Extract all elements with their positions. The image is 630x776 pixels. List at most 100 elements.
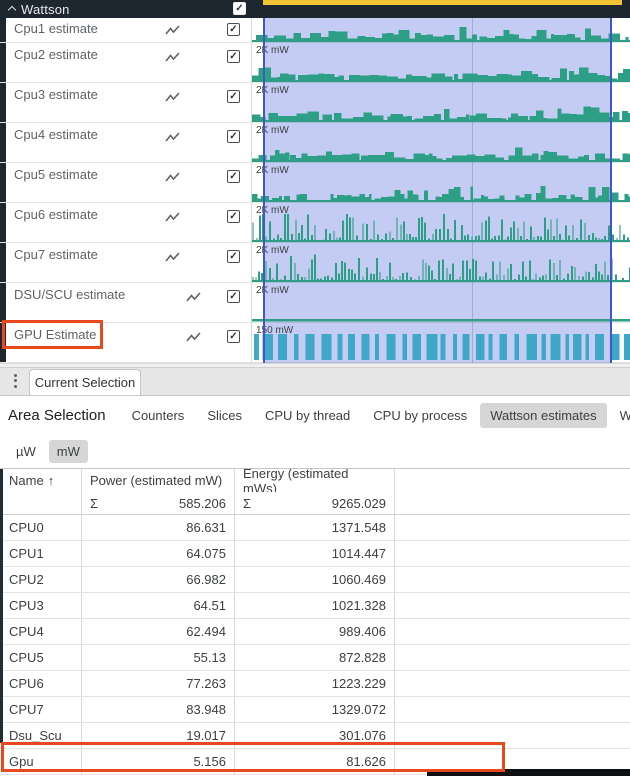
collapse-chevron-icon[interactable] <box>7 5 17 15</box>
track-checkbox[interactable]: ✓ <box>227 250 240 263</box>
area-selection-bar: Area Selection Counters Slices CPU by thre… <box>0 396 630 434</box>
selection-tab-slices[interactable]: Slices <box>207 407 242 423</box>
line-chart-icon[interactable] <box>165 91 181 103</box>
cell-name: CPU3 <box>0 593 82 618</box>
track-chart-area[interactable]: 2K mW <box>252 283 630 322</box>
line-chart-icon[interactable] <box>165 171 181 183</box>
group-checkbox[interactable]: ✓ <box>233 2 246 15</box>
cell-power: 83.948 <box>82 697 235 722</box>
counter-chart <box>252 26 630 42</box>
unit-chip-uw[interactable]: µW <box>16 443 36 459</box>
column-header-power[interactable]: Power (estimated mW) <box>82 469 235 492</box>
counter-scale-label: 150 mW <box>256 325 294 336</box>
selection-left-handle[interactable] <box>263 18 265 363</box>
track-chart-area[interactable]: 2K mW <box>252 83 630 122</box>
minimap-viewport-bar[interactable] <box>263 0 622 5</box>
track-row-cpu2-estimate[interactable]: Cpu2 estimate ✓ 2K mW <box>0 43 630 83</box>
track-sidebar-cell[interactable]: Cpu3 estimate ✓ <box>0 83 252 122</box>
track-name-label: Cpu3 estimate <box>14 87 98 102</box>
track-name-label: Cpu1 estimate <box>14 21 98 36</box>
cell-fill <box>395 619 630 644</box>
kebab-menu-icon[interactable] <box>14 373 17 389</box>
track-row-cpu3-estimate[interactable]: Cpu3 estimate ✓ 2K mW <box>0 83 630 123</box>
track-sidebar-cell[interactable]: Cpu7 estimate ✓ <box>0 243 252 282</box>
cell-energy: 301.076 <box>235 723 395 748</box>
track-sidebar-cell[interactable]: Cpu4 estimate ✓ <box>0 123 252 162</box>
column-header-name[interactable]: Name ↑ <box>0 469 82 492</box>
track-row-cpu7-estimate[interactable]: Cpu7 estimate ✓ 2K mW <box>0 243 630 283</box>
track-checkbox[interactable]: ✓ <box>227 330 240 343</box>
cell-energy: 1371.548 <box>235 515 395 540</box>
track-checkbox[interactable]: ✓ <box>227 23 240 36</box>
cell-energy: 1060.469 <box>235 567 395 592</box>
cell-power: 5.156 <box>82 749 235 774</box>
cell-power: 55.13 <box>82 645 235 670</box>
track-chart-area[interactable]: 2K mW <box>252 243 630 282</box>
track-chart-area[interactable]: 2K mW <box>252 43 630 82</box>
track-chart-area[interactable]: 2K mW <box>252 123 630 162</box>
counter-chart <box>254 334 630 360</box>
track-chart-area[interactable]: 2K mW <box>252 163 630 202</box>
sum-power-cell: Σ 585.206 <box>82 492 235 514</box>
line-chart-icon[interactable] <box>165 211 181 223</box>
cell-fill <box>395 645 630 670</box>
cell-fill <box>395 567 630 592</box>
line-chart-icon[interactable] <box>165 131 181 143</box>
cell-name: CPU1 <box>0 541 82 566</box>
track-chart-area[interactable]: 2K mW <box>252 203 630 242</box>
timeline-panel: Wattson ✓ Cpu1 estimate ✓ Cpu2 estimate ✓ 2K… <box>0 0 630 363</box>
counter-chart <box>252 147 630 162</box>
track-row-cpu1-estimate[interactable]: Cpu1 estimate ✓ <box>0 18 630 43</box>
track-row-cpu5-estimate[interactable]: Cpu5 estimate ✓ 2K mW <box>0 163 630 203</box>
cell-power: 86.631 <box>82 515 235 540</box>
track-sidebar-cell[interactable]: Cpu2 estimate ✓ <box>0 43 252 82</box>
line-chart-icon[interactable] <box>165 24 181 36</box>
track-checkbox[interactable]: ✓ <box>227 210 240 223</box>
cell-power: 64.075 <box>82 541 235 566</box>
track-checkbox[interactable]: ✓ <box>227 50 240 63</box>
table-row-gpu: Gpu 5.156 81.626 <box>0 749 630 775</box>
track-checkbox[interactable]: ✓ <box>227 170 240 183</box>
counter-chart <box>252 319 630 322</box>
selection-tab-wattson-by[interactable]: Wattson by <box>619 407 630 423</box>
tab-current-selection[interactable]: Current Selection <box>29 369 141 395</box>
wattson-table: Name ↑ Power (estimated mW) Energy (estim… <box>0 468 630 775</box>
track-sidebar-cell[interactable]: GPU Estimate ✓ <box>0 323 252 362</box>
line-chart-icon[interactable] <box>165 251 181 263</box>
table-header-row: Name ↑ Power (estimated mW) Energy (estim… <box>0 469 630 492</box>
line-chart-icon[interactable] <box>186 331 202 343</box>
track-sidebar-cell[interactable]: Cpu1 estimate ✓ <box>0 18 252 42</box>
track-chart-area[interactable]: 150 mW <box>252 323 630 362</box>
track-checkbox[interactable]: ✓ <box>227 290 240 303</box>
track-row-cpu6-estimate[interactable]: Cpu6 estimate ✓ 2K mW <box>0 203 630 243</box>
track-sidebar-cell[interactable]: Cpu6 estimate ✓ <box>0 203 252 242</box>
track-row-cpu4-estimate[interactable]: Cpu4 estimate ✓ 2K mW <box>0 123 630 163</box>
track-sidebar-cell[interactable]: Cpu5 estimate ✓ <box>0 163 252 202</box>
track-checkbox[interactable]: ✓ <box>227 130 240 143</box>
line-chart-icon[interactable] <box>165 51 181 63</box>
selection-tab-wattson-estimates[interactable]: Wattson estimates <box>480 402 607 428</box>
track-row-dsu-scu-estimate[interactable]: DSU/SCU estimate ✓ 2K mW <box>0 283 630 323</box>
panel-resize-divider[interactable] <box>0 363 630 368</box>
counter-chart <box>252 214 630 242</box>
selection-tab-cpu-by-thread[interactable]: CPU by thread <box>265 407 351 423</box>
track-row-gpu-estimate[interactable]: GPU Estimate ✓ 150 mW <box>0 323 630 363</box>
line-chart-icon[interactable] <box>186 291 202 303</box>
selection-tab-cpu-by-process[interactable]: CPU by process <box>373 407 468 423</box>
selection-right-handle[interactable] <box>610 18 612 363</box>
track-sidebar-cell[interactable]: DSU/SCU estimate ✓ <box>0 283 252 322</box>
selection-tab-counters[interactable]: Counters <box>131 407 185 423</box>
cell-name: CPU0 <box>0 515 82 540</box>
panel-left-edge <box>0 469 3 743</box>
cell-power: 64.51 <box>82 593 235 618</box>
table-row-cpu0: CPU0 86.631 1371.548 <box>0 515 630 541</box>
column-header-energy[interactable]: Energy (estimated mWs) <box>235 469 395 492</box>
track-group-label: Wattson <box>21 1 70 17</box>
counter-chart <box>252 106 630 122</box>
counter-scale-label: 2K mW <box>256 245 289 256</box>
counter-scale-label: 2K mW <box>256 205 289 216</box>
track-checkbox[interactable]: ✓ <box>227 90 240 103</box>
cell-name: CPU2 <box>0 567 82 592</box>
unit-chip-mw[interactable]: mW <box>48 439 88 463</box>
track-chart-area[interactable] <box>252 18 630 42</box>
